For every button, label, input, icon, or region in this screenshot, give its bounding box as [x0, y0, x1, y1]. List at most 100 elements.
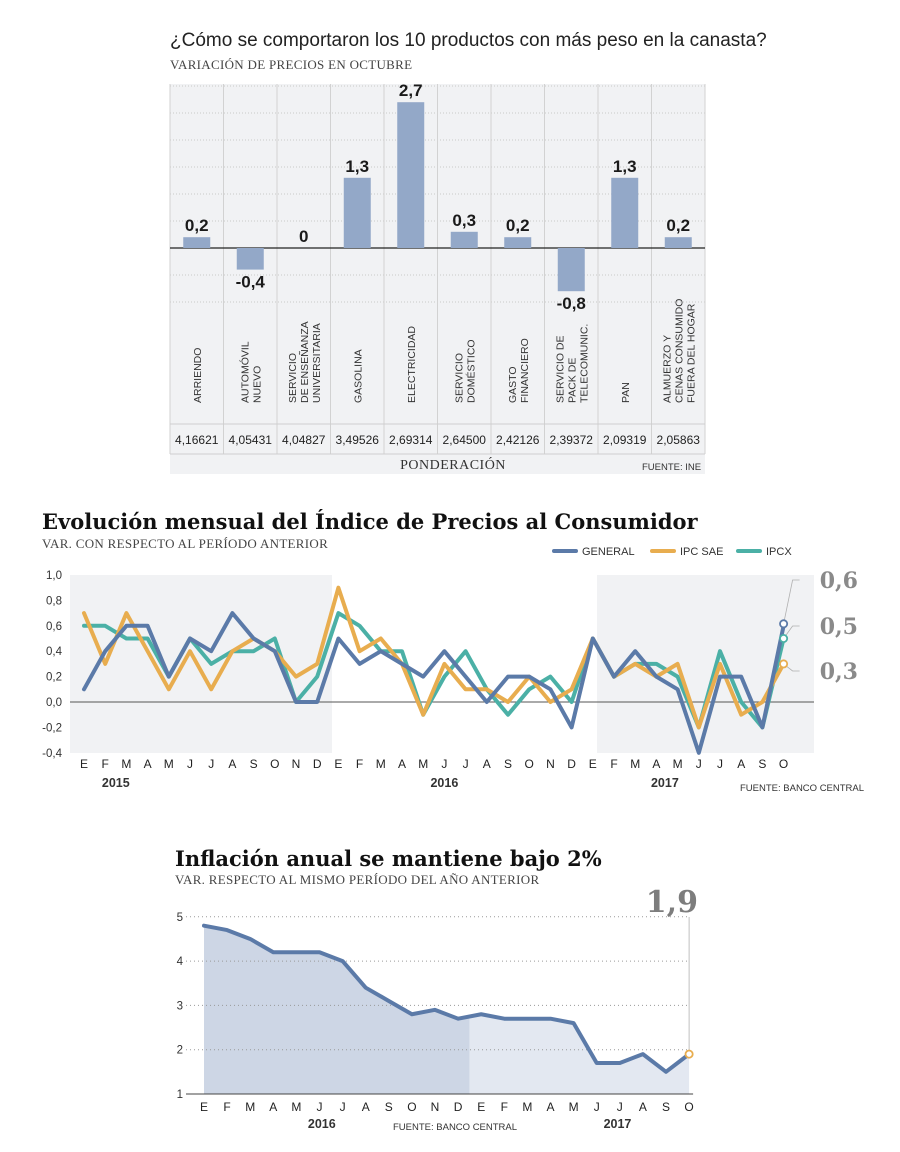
month-label: A: [398, 757, 406, 771]
category-label-line: TELECOMUNIC.: [578, 324, 590, 403]
area-chart-series: 1,9: [202, 885, 698, 1074]
bar: [236, 248, 264, 270]
category-label: ELECTRICIDAD: [406, 326, 418, 403]
category-label-line: SERVICIO: [453, 353, 465, 403]
category-label-line: PAN: [620, 382, 632, 403]
category-label: PAN: [620, 382, 632, 403]
month-label: J: [317, 1100, 323, 1114]
month-label: J: [340, 1100, 346, 1114]
category-label-line: CENAS CONSUMIDO: [673, 299, 685, 403]
month-label: M: [673, 757, 683, 771]
bar: [664, 237, 692, 248]
category-label: SERVICIO DE ENSEÑANZA UNIVERSITARIA: [287, 321, 323, 403]
month-label: J: [463, 757, 469, 771]
area-2016: [204, 925, 470, 1094]
category-label: GASTO FINANCIERO: [507, 338, 531, 403]
bar-chart-subtitle: VARIACIÓN DE PRECIOS EN OCTUBRE: [170, 57, 412, 72]
month-label: S: [385, 1100, 393, 1114]
month-label: N: [546, 757, 555, 771]
bar-value-label: 1,3: [613, 157, 637, 176]
y-tick-label: -0,2: [42, 722, 62, 734]
bar: [397, 102, 425, 248]
bar-chart: ¿Cómo se comportaron los 10 productos co…: [169, 30, 767, 474]
end-marker: [684, 1049, 694, 1059]
month-label: J: [441, 757, 447, 771]
bar-chart-source: FUENTE: INE: [642, 462, 701, 473]
month-label: F: [102, 757, 109, 771]
month-label: A: [546, 1100, 554, 1114]
end-leader-line: [783, 579, 800, 624]
line-chart-source: FUENTE: BANCO CENTRAL: [740, 783, 864, 794]
category-label: SERVICIO DOMÉSTICO: [453, 339, 477, 403]
weight-value: 2,69314: [389, 433, 433, 447]
line-chart-series: [82, 585, 786, 755]
month-label: F: [501, 1100, 508, 1114]
month-label: E: [200, 1100, 208, 1114]
bar: [183, 237, 211, 248]
year-label: 2017: [651, 776, 679, 790]
panel-2015: [70, 575, 332, 753]
month-label: M: [522, 1100, 532, 1114]
area-chart-fill: [204, 925, 690, 1094]
category-label-line: SERVICIO: [287, 353, 299, 403]
category-label-line: UNIVERSITARIA: [311, 323, 323, 403]
category-label: GASOLINA: [352, 349, 364, 403]
bar: [343, 177, 371, 248]
month-label: E: [334, 757, 342, 771]
end-marker: [779, 619, 789, 629]
month-label: J: [617, 1100, 623, 1114]
y-tick-label: 0,8: [46, 595, 62, 607]
month-label: O: [407, 1100, 416, 1114]
category-label-line: ELECTRICIDAD: [406, 326, 418, 403]
bar-value-label: -0,4: [236, 273, 266, 292]
category-label-line: AUTOMÓVIL: [238, 341, 251, 403]
line-chart: Evolución mensual del Índice de Precios …: [42, 509, 864, 794]
weight-value: 2,42126: [496, 433, 540, 447]
month-label: S: [662, 1100, 670, 1114]
bar-chart-grid: [169, 84, 706, 455]
month-label: A: [737, 757, 745, 771]
month-label: M: [245, 1100, 255, 1114]
bar-value-label: 0,2: [666, 216, 690, 235]
month-label: M: [630, 757, 640, 771]
month-label: D: [567, 757, 576, 771]
month-label: A: [228, 757, 236, 771]
bar: [611, 177, 639, 248]
category-label-line: FUERA DEL HOGAR: [685, 303, 697, 403]
line-chart-subtitle: VAR. CON RESPECTO AL PERÍODO ANTERIOR: [42, 536, 328, 551]
area-chart: Inflación anual se mantiene bajo 2% VAR.…: [175, 846, 698, 1133]
category-label-line: SERVICIO DE: [554, 336, 566, 404]
y-tick-label: 1,0: [46, 570, 62, 582]
series-line-ipc-sae: [82, 585, 786, 730]
y-tick-label: 3: [177, 1000, 183, 1012]
month-label: M: [418, 757, 428, 771]
legend-label: IPCX: [766, 546, 792, 558]
bar-value-label: 0,2: [506, 216, 530, 235]
month-label: M: [121, 757, 131, 771]
month-label: A: [144, 757, 152, 771]
y-tick-label: 5: [177, 912, 183, 924]
annual-inflation-line: [202, 923, 692, 1074]
end-marker: [779, 659, 789, 669]
month-label: J: [208, 757, 214, 771]
area-chart-axis: 5 4 3 2 1: [177, 912, 694, 1101]
month-label: N: [292, 757, 301, 771]
end-value-label: 0,3: [820, 659, 858, 685]
line-chart-legend: GENERAL IPC SAE IPCX: [552, 546, 792, 558]
weights-label: PONDERACIÓN: [400, 456, 506, 473]
month-label: N: [431, 1100, 440, 1114]
category-label-line: ALMUERZO Y: [661, 335, 673, 403]
month-label: O: [270, 757, 279, 771]
category-label-line: GASTO: [507, 366, 519, 403]
bar-value-label: -0,8: [557, 294, 586, 313]
month-label: J: [717, 757, 723, 771]
legend-label: GENERAL: [582, 546, 635, 558]
weight-value: 4,04827: [282, 433, 326, 447]
bar-chart-value-labels: 0,2 -0,4 0 1,3 2,7 0,3 0,2 -0,8 1,3 0,2: [185, 81, 690, 313]
bar-chart-bars: [183, 102, 692, 292]
month-label: D: [313, 757, 322, 771]
month-label: F: [223, 1100, 230, 1114]
month-label: O: [684, 1100, 693, 1114]
